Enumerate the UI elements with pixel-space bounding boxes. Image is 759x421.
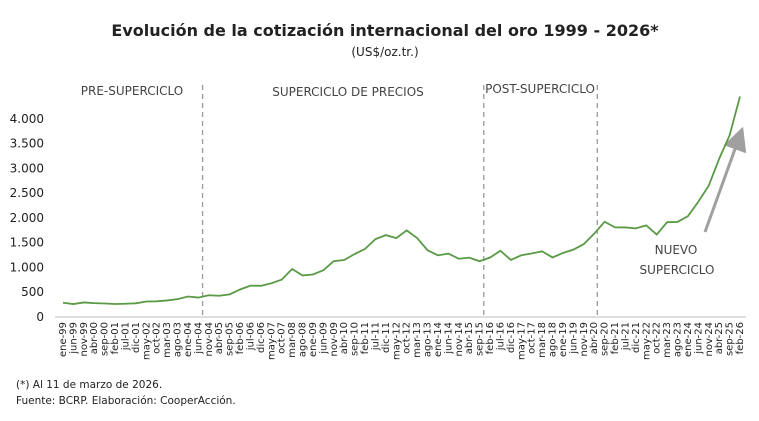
x-tick-label: feb-11 (360, 322, 371, 354)
x-tick-label: mar-13 (412, 322, 423, 358)
trend-arrow (703, 126, 747, 233)
x-tick-label: nov-04 (204, 322, 215, 356)
x-tick-label: ene-09 (308, 322, 319, 357)
x-tick-label: mar-03 (162, 322, 173, 358)
chart-title: Evolución de la cotización internacional… (111, 21, 659, 40)
x-tick-label: ene-04 (183, 322, 194, 357)
x-tick-label: feb-06 (235, 322, 246, 354)
x-tick-label: sep-00 (100, 322, 111, 356)
region-label: POST-SUPERCICLO (485, 82, 595, 96)
x-tick-label: jul-01 (120, 322, 131, 351)
region-label: SUPERCICLO DE PRECIOS (272, 85, 424, 99)
x-tick-label: jul-06 (245, 322, 256, 351)
x-tick-label: sep-10 (350, 322, 361, 356)
region-label: PRE-SUPERCICLO (81, 84, 183, 98)
x-tick-label: sep-05 (225, 322, 236, 356)
x-tick-label: abr-20 (589, 322, 600, 354)
annotation: NUEVO (655, 243, 698, 257)
y-tick-label: 2.500 (10, 186, 44, 200)
y-tick-label: 3.000 (10, 161, 44, 175)
x-tick-label: abr-10 (339, 322, 350, 354)
x-tick-label: nov-99 (79, 322, 90, 356)
x-tick-label: nov-19 (579, 322, 590, 356)
x-tick-label: jun-24 (693, 322, 704, 355)
x-tick-label: mar-08 (287, 322, 298, 358)
x-tick-label: jun-14 (443, 322, 454, 355)
x-tick-label: jun-19 (568, 322, 579, 355)
x-tick-label: mar-18 (537, 322, 548, 358)
x-tick-label: feb-01 (110, 322, 121, 354)
x-tick-label: dic-01 (131, 322, 142, 353)
y-tick-label: 0 (36, 310, 44, 324)
x-tick-label: ene-19 (558, 322, 569, 357)
x-tick-label: jun-04 (193, 322, 204, 355)
x-tick-label: jul-21 (620, 322, 631, 351)
x-tick-label: oct-02 (152, 322, 163, 354)
x-tick-label: may-17 (516, 322, 527, 360)
x-tick-label: nov-09 (329, 322, 340, 356)
x-tick-label: jul-16 (495, 322, 506, 351)
source: Fuente: BCRP. Elaboración: CooperAcción. (16, 395, 236, 407)
x-tick-label: oct-17 (527, 322, 538, 354)
x-tick-label: ago-03 (173, 322, 184, 357)
x-tick-label: dic-16 (506, 322, 517, 353)
y-tick-label: 2.000 (10, 211, 44, 225)
x-tick-label: dic-11 (381, 322, 392, 353)
x-tick-label: ene-99 (58, 322, 69, 357)
x-tick-label: jun-99 (68, 322, 79, 355)
x-tick-label: abr-15 (464, 322, 475, 354)
x-tick-label: ago-23 (673, 322, 684, 357)
x-tick-label: ago-08 (298, 322, 309, 357)
x-tick-label: abr-25 (714, 322, 725, 354)
x-tick-label: sep-25 (725, 322, 736, 356)
x-tick-label: dic-06 (256, 322, 267, 353)
y-tick-label: 500 (21, 285, 44, 299)
x-tick-label: sep-15 (475, 322, 486, 356)
x-tick-label: mar-23 (662, 322, 673, 358)
x-tick-label: jun-09 (318, 322, 329, 355)
x-tick-label: ene-14 (433, 322, 444, 357)
x-tick-label: oct-07 (277, 322, 288, 354)
x-tick-label: abr-05 (214, 322, 225, 354)
y-tick-label: 1.000 (10, 260, 44, 274)
x-tick-label: oct-12 (402, 322, 413, 354)
footnote: (*) Al 11 de marzo de 2026. (16, 379, 162, 391)
x-tick-label: jul-11 (370, 322, 381, 351)
x-tick-label: feb-26 (735, 322, 746, 354)
y-tick-label: 3.500 (10, 137, 44, 151)
x-tick-label: sep-20 (600, 322, 611, 356)
x-tick-label: may-12 (391, 322, 402, 360)
x-tick-label: feb-16 (485, 322, 496, 354)
annotation: SUPERCICLO (640, 263, 715, 277)
x-tick-label: nov-24 (704, 322, 715, 356)
x-tick-label: abr-00 (89, 322, 100, 354)
x-tick-label: ago-13 (423, 322, 434, 357)
data-line (62, 96, 741, 305)
x-tick-label: may-07 (266, 322, 277, 360)
x-tick-label: feb-21 (610, 322, 621, 354)
y-tick-label: 1.500 (10, 236, 44, 250)
x-tick-label: ago-18 (548, 322, 559, 357)
chart-subtitle: (US$/oz.tr.) (351, 45, 418, 59)
y-tick-label: 4.000 (10, 112, 44, 126)
x-tick-label: dic-21 (631, 322, 642, 353)
x-tick-label: ene-24 (683, 322, 694, 357)
x-tick-label: may-22 (641, 322, 652, 360)
x-tick-label: oct-22 (652, 322, 663, 354)
x-tick-label: nov-14 (454, 322, 465, 356)
x-tick-label: may-02 (141, 322, 152, 360)
